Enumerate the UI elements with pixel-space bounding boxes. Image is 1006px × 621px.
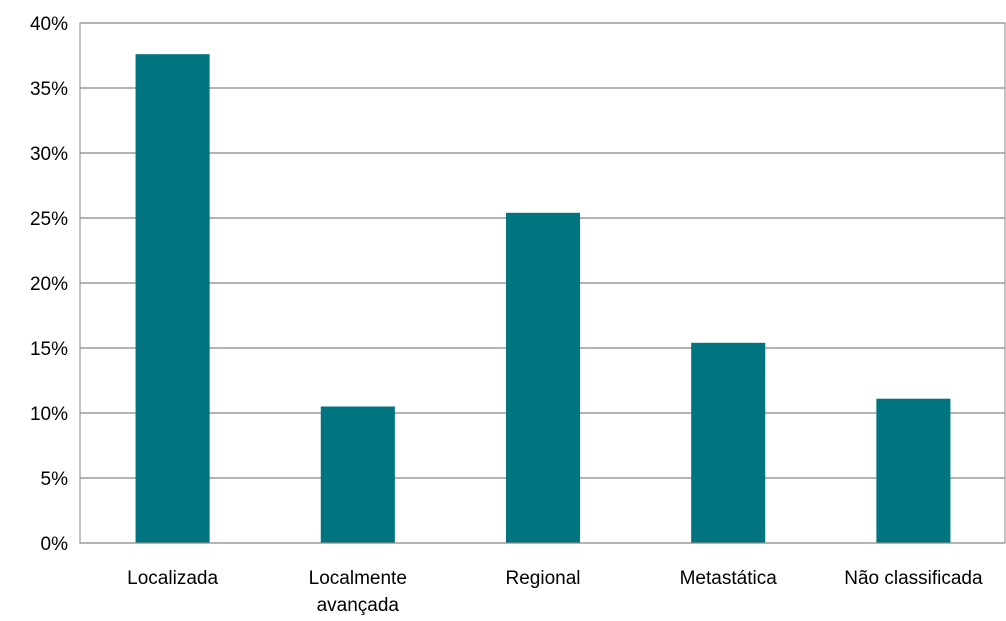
y-axis-tick-labels: 0% 5% 10% 15% 20% 25% 30% 35% 40% <box>30 14 68 555</box>
x-category-label-line: Localmente <box>309 568 407 589</box>
y-tick-label: 35% <box>30 79 68 100</box>
y-tick-label: 25% <box>30 209 68 230</box>
gridlines <box>80 22 1005 479</box>
y-tick-label: 10% <box>30 404 68 425</box>
x-category-label-line: Localizada <box>127 568 218 589</box>
bars-group <box>135 54 951 544</box>
x-category-label: Localmente avançada <box>309 568 407 616</box>
x-axis-category-labels: Localizada Localmente avançada Regional Meta… <box>127 568 983 616</box>
y-tick-label: 15% <box>30 339 68 360</box>
bar <box>691 342 766 543</box>
y-tick-label: 20% <box>30 274 68 295</box>
x-category-label-line: avançada <box>317 595 400 616</box>
x-category-label-line: Metastática <box>680 568 778 589</box>
y-tick-label: 30% <box>30 144 68 165</box>
bar <box>320 406 395 543</box>
x-category-label-line: Regional <box>506 568 581 589</box>
x-category-label: Não classificada <box>844 568 983 589</box>
x-category-label: Regional <box>506 568 581 589</box>
bar <box>876 398 951 543</box>
y-tick-label: 5% <box>41 469 69 490</box>
x-category-label-line: Não classificada <box>844 568 983 589</box>
x-category-label: Metastática <box>680 568 778 589</box>
bar <box>505 212 581 544</box>
y-tick-label: 0% <box>41 534 69 555</box>
y-tick-label: 40% <box>30 14 68 35</box>
bar <box>135 54 210 543</box>
x-category-label: Localizada <box>127 568 218 589</box>
